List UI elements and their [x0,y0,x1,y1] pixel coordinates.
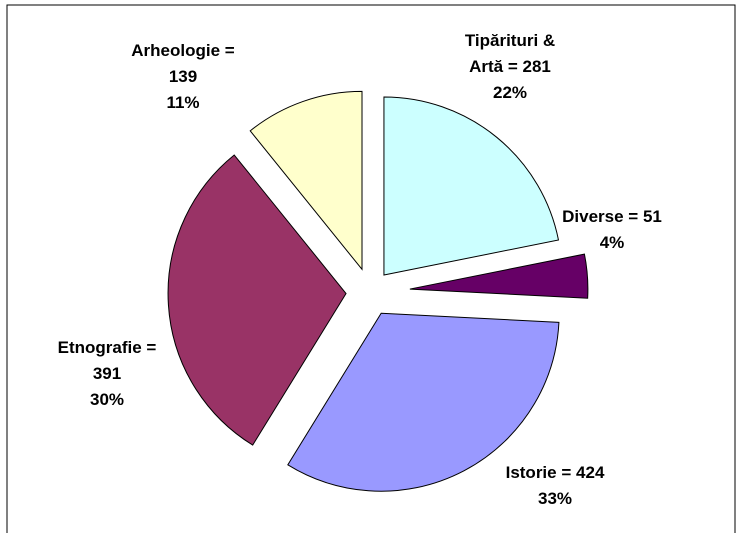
data-label: Istorie = 424 33% [475,460,635,512]
data-label: Arheologie = 139 11% [124,38,242,116]
value-label: 51 [642,207,662,226]
category-name: Etnografie [57,338,142,357]
data-label: Diverse = 51 4% [532,204,692,256]
category-name: Istorie [505,463,557,482]
value-label: 391 [92,364,122,383]
slice [409,253,589,299]
category-name: Tipărituri & Artă [464,31,556,76]
value-label: 424 [576,463,605,482]
data-label: Tipărituri & Artă = 281 22% [448,28,573,106]
frame [6,4,736,533]
value-label: 281 [522,57,551,76]
separator: = [146,338,157,357]
percent-label: 22% [492,83,528,102]
value-label: 139 [168,67,198,86]
separator: = [507,57,518,76]
percent-label: 11% [166,93,200,112]
category-name: Diverse [562,207,624,226]
data-label: Etnografie = 391 30% [48,335,166,413]
slice [167,154,347,446]
separator: = [561,463,572,482]
separator: = [224,41,235,60]
percent-label: 33% [537,489,573,508]
separator: = [628,207,639,226]
category-name: Arheologie [131,41,221,60]
percent-label: 4% [599,233,625,252]
slice [287,312,560,492]
percent-label: 30% [89,390,125,409]
slice [249,90,363,271]
slice [383,96,560,276]
